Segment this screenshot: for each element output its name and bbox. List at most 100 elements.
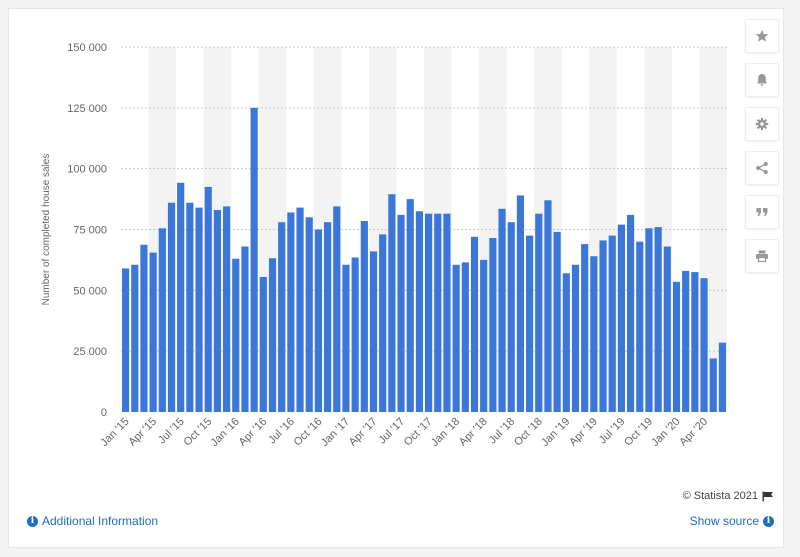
bar: [608, 235, 616, 412]
x-tick-label: Apr '15: [126, 416, 159, 449]
x-tick-label: Jan '18: [429, 416, 462, 449]
x-tick-label: Jan '20: [649, 416, 682, 449]
y-tick-label: 75 000: [73, 225, 107, 237]
bar: [213, 210, 221, 412]
bar: [177, 182, 185, 412]
x-tick-label: Jan '15: [98, 416, 131, 449]
bar: [682, 270, 690, 412]
info-icon: i: [763, 515, 774, 527]
show-source-label: Show source: [689, 514, 759, 528]
y-tick-label: 0: [101, 407, 107, 419]
bar: [204, 186, 212, 412]
settings-button[interactable]: [745, 107, 779, 141]
bar: [278, 222, 286, 412]
bar: [507, 222, 515, 412]
bar: [452, 264, 460, 412]
bar: [553, 231, 561, 412]
bar: [241, 246, 249, 412]
bar: [287, 212, 295, 412]
x-tick-label: Oct '15: [181, 416, 214, 449]
bar: [599, 240, 607, 412]
bar: [645, 228, 653, 412]
x-tick-label: Apr '20: [677, 416, 710, 449]
cite-button[interactable]: [745, 195, 779, 229]
bar: [186, 202, 194, 412]
x-tick-label: Apr '16: [237, 416, 270, 449]
info-icon: i: [27, 515, 38, 527]
bar: [443, 213, 451, 412]
bar: [379, 234, 387, 412]
bar: [223, 206, 231, 412]
credit-text: © Statista 2021: [682, 490, 758, 502]
bar: [581, 244, 589, 412]
show-source-link[interactable]: Show source i: [690, 514, 774, 528]
share-button[interactable]: [745, 151, 779, 185]
bar: [314, 229, 322, 412]
y-tick-label: 125 000: [67, 103, 107, 115]
x-tick-label: Jan '19: [539, 416, 572, 449]
print-icon: [756, 250, 768, 263]
bar: [700, 278, 708, 412]
bar: [397, 214, 405, 412]
bar: [562, 273, 570, 412]
bar: [406, 199, 414, 412]
gear-icon: [755, 117, 769, 131]
x-tick-label: Apr '18: [457, 416, 490, 449]
bar: [250, 107, 258, 412]
bar: [709, 358, 717, 412]
notification-button[interactable]: [745, 63, 779, 97]
bar: [535, 213, 543, 412]
bar: [636, 241, 644, 412]
bar: [663, 246, 671, 412]
bar: [718, 342, 726, 412]
x-tick-label: Oct '16: [292, 416, 325, 449]
favorite-button[interactable]: [745, 19, 779, 53]
bar: [369, 251, 378, 412]
bar: [324, 222, 332, 412]
bar: [415, 211, 423, 412]
x-tick-label: Apr '19: [567, 416, 600, 449]
bar: [351, 257, 359, 412]
bar: [489, 238, 497, 412]
bar: [158, 228, 166, 412]
bar: [571, 264, 580, 412]
bar: [516, 195, 524, 412]
bar: [305, 217, 313, 412]
bar: [131, 264, 139, 412]
bar: [167, 202, 176, 412]
y-tick-label: 25 000: [73, 346, 107, 358]
additional-information-link[interactable]: i Additional Information: [27, 514, 158, 528]
print-button[interactable]: [745, 239, 779, 273]
x-tick-label: Oct '19: [622, 416, 655, 449]
bar: [617, 224, 625, 412]
x-tick-label: Oct '18: [512, 416, 545, 449]
quote-icon: [756, 208, 768, 216]
bar: [388, 194, 396, 412]
bar: [333, 206, 341, 412]
x-tick-label: Jan '16: [209, 416, 242, 449]
bar: [480, 259, 488, 412]
bar: [672, 281, 681, 412]
bar: [498, 208, 506, 412]
bar: [140, 244, 148, 412]
bar: [654, 227, 662, 412]
bell-icon: [756, 74, 768, 86]
x-tick-label: Oct '17: [402, 416, 435, 449]
y-tick-label: 100 000: [67, 164, 107, 176]
bar: [296, 207, 304, 412]
bar: [691, 272, 699, 412]
bar: [434, 213, 442, 412]
bar: [259, 276, 267, 412]
bar: [470, 236, 479, 412]
flag-icon: [762, 491, 773, 501]
x-tick-label: Jan '17: [319, 416, 352, 449]
bar: [360, 220, 368, 412]
bar: [627, 214, 635, 412]
bar: [149, 252, 157, 412]
statista-credit[interactable]: © Statista 2021: [683, 490, 774, 502]
bar: [590, 256, 598, 412]
action-sidebar: [745, 19, 779, 283]
bar: [232, 258, 240, 412]
bar: [526, 235, 534, 412]
